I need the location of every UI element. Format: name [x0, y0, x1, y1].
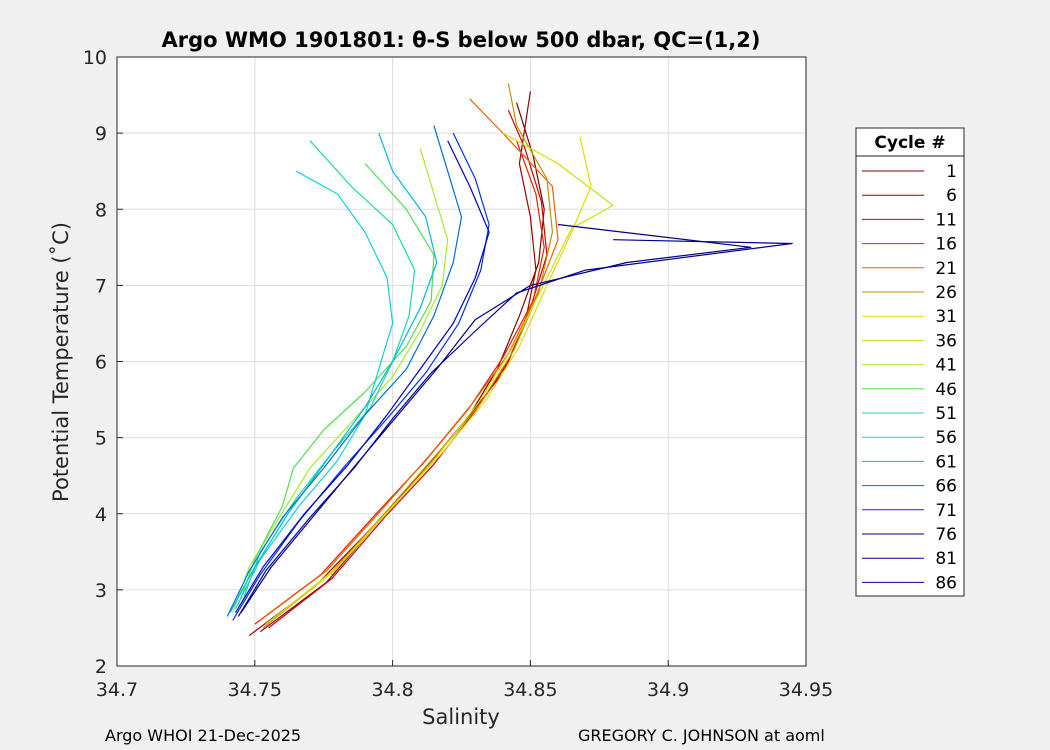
x-tick-label: 34.8 — [371, 679, 413, 701]
y-tick-label: 7 — [95, 275, 107, 297]
y-tick-label: 2 — [95, 656, 107, 678]
legend-label-cycle-71: 71 — [935, 501, 957, 521]
legend-label-cycle-21: 21 — [935, 259, 957, 279]
x-tick-label: 34.95 — [779, 679, 833, 701]
legend-title: Cycle # — [874, 133, 945, 153]
y-tick-label: 10 — [83, 47, 107, 69]
legend-label-cycle-61: 61 — [935, 452, 957, 472]
legend-label-cycle-46: 46 — [935, 380, 957, 400]
legend-label-cycle-66: 66 — [935, 477, 957, 497]
legend-label-cycle-36: 36 — [935, 331, 957, 351]
legend-label-cycle-26: 26 — [935, 283, 957, 303]
legend-label-cycle-16: 16 — [935, 235, 957, 255]
y-tick-label: 4 — [95, 504, 107, 526]
legend-label-cycle-81: 81 — [935, 549, 957, 569]
x-tick-label: 34.7 — [96, 679, 138, 701]
legend-label-cycle-51: 51 — [935, 404, 957, 424]
legend-label-cycle-1: 1 — [946, 162, 957, 182]
y-tick-label: 8 — [95, 199, 107, 221]
legend-label-cycle-56: 56 — [935, 428, 957, 448]
y-tick-label: 6 — [95, 352, 107, 374]
footer-left: Argo WHOI 21-Dec-2025 — [105, 726, 301, 745]
x-tick-label: 34.75 — [228, 679, 282, 701]
x-tick-label: 34.85 — [503, 679, 557, 701]
footer-right: GREGORY C. JOHNSON at aoml — [578, 726, 825, 745]
y-axis-label: Potential Temperature (˚C) — [49, 222, 73, 502]
x-axis-label: Salinity — [422, 705, 500, 729]
legend-label-cycle-41: 41 — [935, 356, 957, 376]
chart-title: Argo WMO 1901801: θ-S below 500 dbar, QC… — [162, 28, 761, 52]
x-tick-label: 34.9 — [647, 679, 689, 701]
legend-label-cycle-6: 6 — [946, 186, 957, 206]
y-tick-label: 5 — [95, 428, 107, 450]
y-tick-label: 3 — [95, 580, 107, 602]
y-tick-label: 9 — [95, 123, 107, 145]
legend: Cycle # 16111621263136414651566166717681… — [856, 128, 964, 596]
legend-label-cycle-76: 76 — [935, 525, 957, 545]
legend-label-cycle-11: 11 — [935, 210, 957, 230]
legend-label-cycle-31: 31 — [935, 307, 957, 327]
legend-label-cycle-86: 86 — [935, 573, 957, 593]
